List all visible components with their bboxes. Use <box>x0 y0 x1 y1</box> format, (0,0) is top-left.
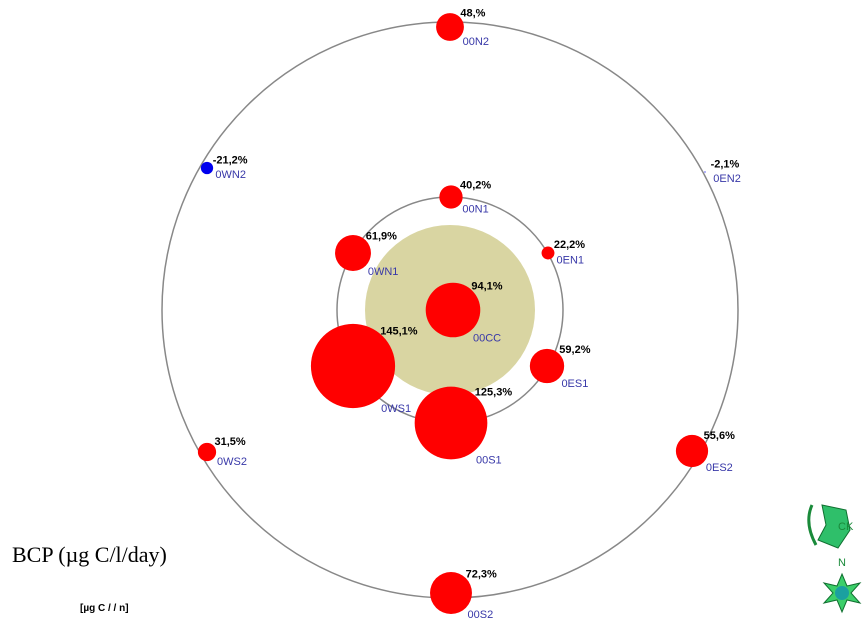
bubble <box>200 161 214 175</box>
value-label: -2,1% <box>711 159 740 171</box>
value-label: 145,1% <box>380 325 418 337</box>
station-label: 00S2 <box>468 609 494 621</box>
value-label: 22,2% <box>554 239 585 251</box>
value-label: 55,6% <box>704 430 735 442</box>
north-icon: N <box>822 557 862 614</box>
bubble <box>335 235 371 271</box>
value-label: 61,9% <box>366 231 397 243</box>
value-label: 94,1% <box>471 281 502 293</box>
value-label: 48,% <box>460 8 485 20</box>
station-label: 00N2 <box>463 36 489 48</box>
station-label: 00N1 <box>462 204 488 216</box>
station-label: 0EN1 <box>557 254 585 266</box>
bubble <box>425 282 481 338</box>
bubble <box>704 171 706 173</box>
bubble <box>439 185 463 209</box>
station-label: 0WN1 <box>368 266 399 278</box>
bubble <box>414 386 488 460</box>
rotate-label: CK <box>838 521 854 533</box>
bubble <box>430 572 472 614</box>
station-label: 0WS1 <box>381 403 411 415</box>
station-label: 0WS2 <box>217 456 247 468</box>
bubble <box>541 246 555 260</box>
station-label: 00S1 <box>476 454 502 466</box>
value-label: 125,3% <box>475 387 513 399</box>
bubble <box>197 442 217 462</box>
bubble <box>436 13 464 41</box>
station-label: 0EN2 <box>713 173 741 185</box>
station-label: 0ES1 <box>561 378 588 390</box>
value-label: 31,5% <box>214 436 245 448</box>
value-label: 72,3% <box>466 568 497 580</box>
value-label: 40,2% <box>460 179 491 191</box>
bubble <box>675 434 709 468</box>
bubble <box>310 323 396 409</box>
station-label: 0WN2 <box>215 169 246 181</box>
chart-title: BCP (µg C/l/day) <box>12 542 167 567</box>
subtitle: [µg C / / n] <box>80 603 129 614</box>
value-label: 59,2% <box>559 344 590 356</box>
bubble <box>529 348 565 384</box>
rotate-icon: CK <box>807 504 854 549</box>
north-label: N <box>838 557 846 569</box>
value-label: -21,2% <box>213 154 248 166</box>
station-label: 00CC <box>473 332 501 344</box>
station-label: 0ES2 <box>706 462 733 474</box>
